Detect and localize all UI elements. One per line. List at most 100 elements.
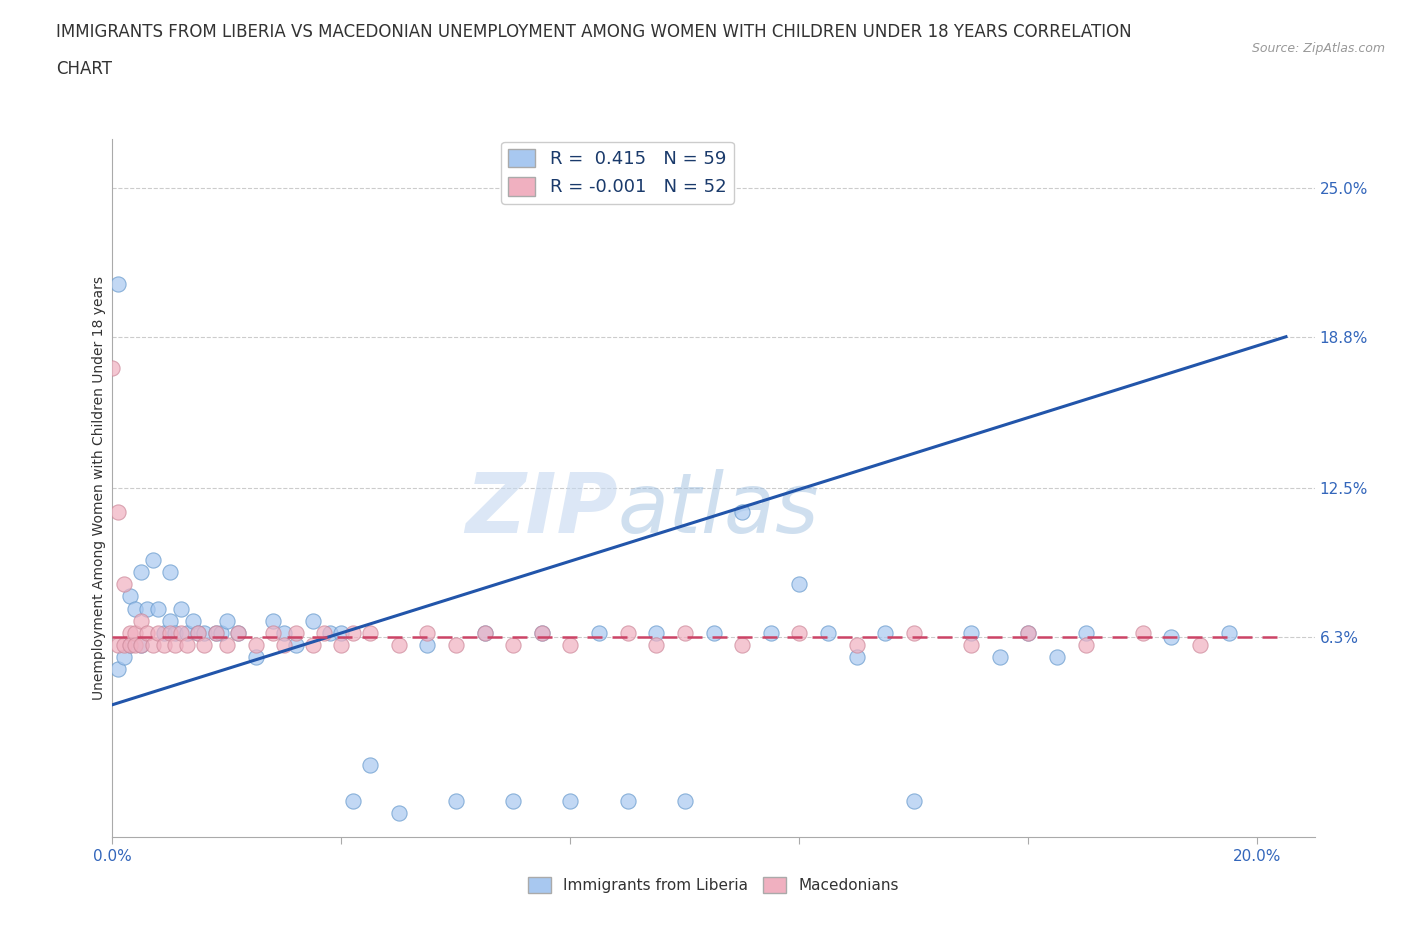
- Point: [204, 625, 226, 640]
- Point: [731, 637, 754, 652]
- Point: [118, 637, 141, 652]
- Point: [153, 625, 176, 640]
- Point: [875, 625, 897, 640]
- Point: [129, 613, 152, 628]
- Point: [702, 625, 725, 640]
- Point: [262, 613, 284, 628]
- Point: [273, 625, 295, 640]
- Point: [148, 601, 170, 616]
- Point: [588, 625, 610, 640]
- Point: [187, 625, 209, 640]
- Point: [444, 793, 467, 808]
- Point: [262, 625, 284, 640]
- Legend: Immigrants from Liberia, Macedonians: Immigrants from Liberia, Macedonians: [522, 870, 905, 899]
- Point: [301, 613, 323, 628]
- Point: [673, 793, 696, 808]
- Point: [112, 637, 135, 652]
- Point: [560, 793, 582, 808]
- Point: [176, 625, 198, 640]
- Point: [176, 637, 198, 652]
- Text: Source: ZipAtlas.com: Source: ZipAtlas.com: [1251, 42, 1385, 55]
- Point: [616, 793, 638, 808]
- Point: [645, 625, 668, 640]
- Point: [141, 553, 163, 568]
- Point: [204, 625, 226, 640]
- Point: [673, 625, 696, 640]
- Point: [560, 637, 582, 652]
- Point: [153, 637, 176, 652]
- Point: [530, 625, 553, 640]
- Point: [359, 625, 381, 640]
- Point: [284, 625, 307, 640]
- Point: [273, 637, 295, 652]
- Point: [1074, 637, 1097, 652]
- Point: [112, 577, 135, 591]
- Point: [789, 577, 811, 591]
- Point: [193, 625, 215, 640]
- Point: [342, 625, 364, 640]
- Point: [107, 505, 129, 520]
- Point: [181, 613, 204, 628]
- Point: [988, 649, 1011, 664]
- Point: [645, 637, 668, 652]
- Point: [960, 625, 983, 640]
- Point: [245, 649, 267, 664]
- Point: [359, 757, 381, 772]
- Point: [118, 637, 141, 652]
- Text: atlas: atlas: [617, 469, 820, 550]
- Point: [1074, 625, 1097, 640]
- Point: [319, 625, 342, 640]
- Point: [845, 649, 868, 664]
- Point: [135, 625, 157, 640]
- Point: [388, 805, 411, 820]
- Point: [187, 625, 209, 640]
- Point: [817, 625, 839, 640]
- Point: [903, 793, 925, 808]
- Point: [1160, 630, 1182, 644]
- Point: [474, 625, 496, 640]
- Point: [193, 637, 215, 652]
- Point: [107, 276, 129, 291]
- Point: [148, 625, 170, 640]
- Point: [284, 637, 307, 652]
- Point: [731, 505, 754, 520]
- Point: [416, 625, 439, 640]
- Text: CHART: CHART: [56, 60, 112, 78]
- Point: [416, 637, 439, 652]
- Point: [342, 793, 364, 808]
- Point: [118, 589, 141, 604]
- Point: [789, 625, 811, 640]
- Point: [616, 625, 638, 640]
- Point: [1046, 649, 1069, 664]
- Point: [388, 637, 411, 652]
- Point: [1218, 625, 1240, 640]
- Point: [502, 637, 524, 652]
- Point: [141, 637, 163, 652]
- Text: IMMIGRANTS FROM LIBERIA VS MACEDONIAN UNEMPLOYMENT AMONG WOMEN WITH CHILDREN UND: IMMIGRANTS FROM LIBERIA VS MACEDONIAN UN…: [56, 23, 1132, 41]
- Point: [159, 613, 181, 628]
- Point: [129, 637, 152, 652]
- Point: [960, 637, 983, 652]
- Point: [301, 637, 323, 652]
- Point: [1017, 625, 1039, 640]
- Point: [228, 625, 250, 640]
- Point: [124, 637, 146, 652]
- Point: [124, 601, 146, 616]
- Point: [129, 565, 152, 580]
- Point: [118, 625, 141, 640]
- Point: [444, 637, 467, 652]
- Point: [159, 565, 181, 580]
- Point: [245, 637, 267, 652]
- Point: [228, 625, 250, 640]
- Point: [330, 637, 353, 652]
- Point: [124, 625, 146, 640]
- Point: [1017, 625, 1039, 640]
- Point: [314, 625, 336, 640]
- Point: [502, 793, 524, 808]
- Point: [209, 625, 232, 640]
- Point: [215, 637, 238, 652]
- Point: [530, 625, 553, 640]
- Point: [1189, 637, 1212, 652]
- Point: [107, 661, 129, 676]
- Y-axis label: Unemployment Among Women with Children Under 18 years: Unemployment Among Women with Children U…: [91, 276, 105, 700]
